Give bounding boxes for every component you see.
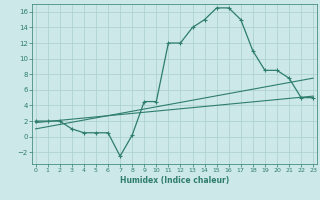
X-axis label: Humidex (Indice chaleur): Humidex (Indice chaleur) (120, 176, 229, 185)
